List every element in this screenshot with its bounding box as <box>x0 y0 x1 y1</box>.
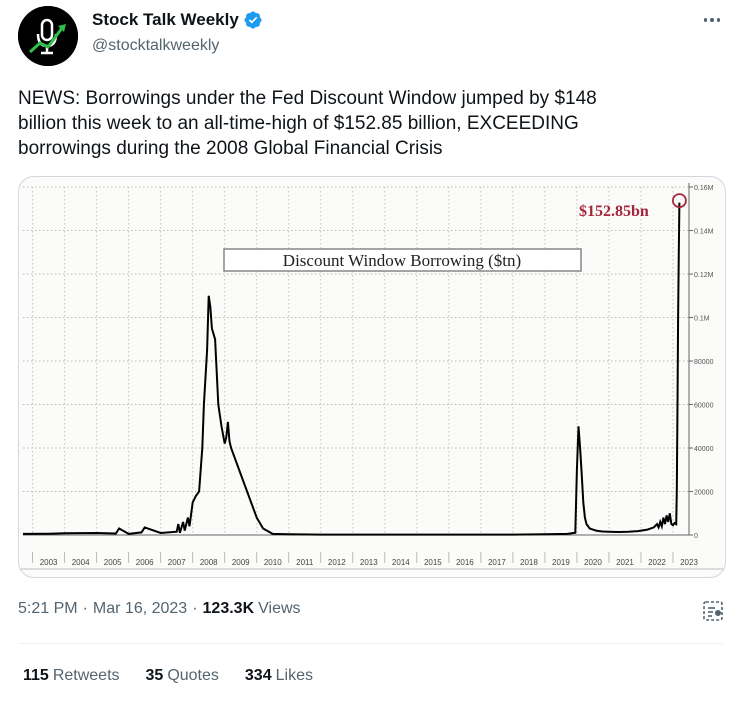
y-tick-label: 0 <box>694 533 698 540</box>
meta-separator: · <box>192 600 198 617</box>
x-tick-label: 2019 <box>552 558 570 567</box>
tweet-meta: 5:21 PM · Mar 16, 2023 · 123.3K Views <box>18 600 301 618</box>
tweet-time[interactable]: 5:21 PM <box>18 600 78 617</box>
x-tick-label: 2008 <box>200 558 218 567</box>
y-tick-label: 40000 <box>694 446 714 453</box>
views-label: Views <box>258 600 301 617</box>
microphone-chart-icon <box>18 6 78 66</box>
x-tick-label: 2013 <box>360 558 378 567</box>
y-tick-label: 0.1M <box>694 316 710 323</box>
x-tick-label: 2010 <box>264 558 282 567</box>
y-tick-label: 0.16M <box>694 185 714 192</box>
analytics-icon[interactable] <box>701 599 725 623</box>
x-tick-label: 2021 <box>616 558 634 567</box>
x-tick-label: 2009 <box>232 558 250 567</box>
annotation-label: $152.85bn <box>579 203 649 220</box>
x-tick-label: 2003 <box>40 558 58 567</box>
tweet-date[interactable]: Mar 16, 2023 <box>92 600 188 617</box>
x-tick-label: 2018 <box>520 558 538 567</box>
divider <box>18 643 724 644</box>
likes-stat[interactable]: 334 Likes <box>244 667 313 684</box>
y-tick-label: 80000 <box>694 359 714 366</box>
x-tick-label: 2016 <box>456 558 474 567</box>
x-tick-label: 2014 <box>392 558 410 567</box>
chart-title: Discount Window Borrowing ($tn) <box>283 251 521 270</box>
y-tick-label: 60000 <box>694 403 714 410</box>
x-tick-label: 2006 <box>136 558 154 567</box>
author-display-name[interactable]: Stock Talk Weekly <box>92 10 239 29</box>
views-count: 123.3K <box>202 600 255 617</box>
author-handle[interactable]: @stocktalkweekly <box>92 37 220 54</box>
y-tick-label: 0.12M <box>694 272 714 279</box>
x-tick-label: 2005 <box>104 558 122 567</box>
tweet-text: NEWS: Borrowings under the Fed Discount … <box>18 88 597 159</box>
chart-title-box <box>223 248 582 272</box>
meta-separator: · <box>82 600 88 617</box>
x-tick-label: 2015 <box>424 558 442 567</box>
retweets-stat[interactable]: 115 Retweets <box>23 667 120 684</box>
chart-image[interactable]: 0 20000 40000 60000 80000 0.1M 0.12M 0.14M 0.16M… <box>18 176 726 578</box>
more-dots-icon[interactable] <box>700 10 724 30</box>
quotes-stat[interactable]: 35 Quotes <box>145 667 219 684</box>
avatar[interactable] <box>18 6 78 66</box>
x-tick-label: 2017 <box>488 558 506 567</box>
x-tick-label: 2011 <box>296 558 314 567</box>
y-tick-label: 20000 <box>694 490 714 497</box>
verified-badge-icon <box>244 11 262 29</box>
x-tick-label: 2022 <box>648 558 666 567</box>
x-tick-label: 2020 <box>584 558 602 567</box>
x-tick-label: 2004 <box>72 558 90 567</box>
x-tick-label: 2007 <box>168 558 186 567</box>
discount-window-chart: 0 20000 40000 60000 80000 0.1M 0.12M 0.14M 0.16M… <box>19 183 725 570</box>
annotation-circle <box>672 193 687 209</box>
x-tick-label: 2023 <box>680 558 698 567</box>
author-name-row: Stock Talk Weekly <box>92 10 263 30</box>
tweet-stats: 115 Retweets 35 Quotes 334 Likes <box>23 667 313 685</box>
x-tick-label: 2012 <box>328 558 346 567</box>
y-tick-label: 0.14M <box>694 229 714 236</box>
series-line-discount-window <box>22 202 681 536</box>
